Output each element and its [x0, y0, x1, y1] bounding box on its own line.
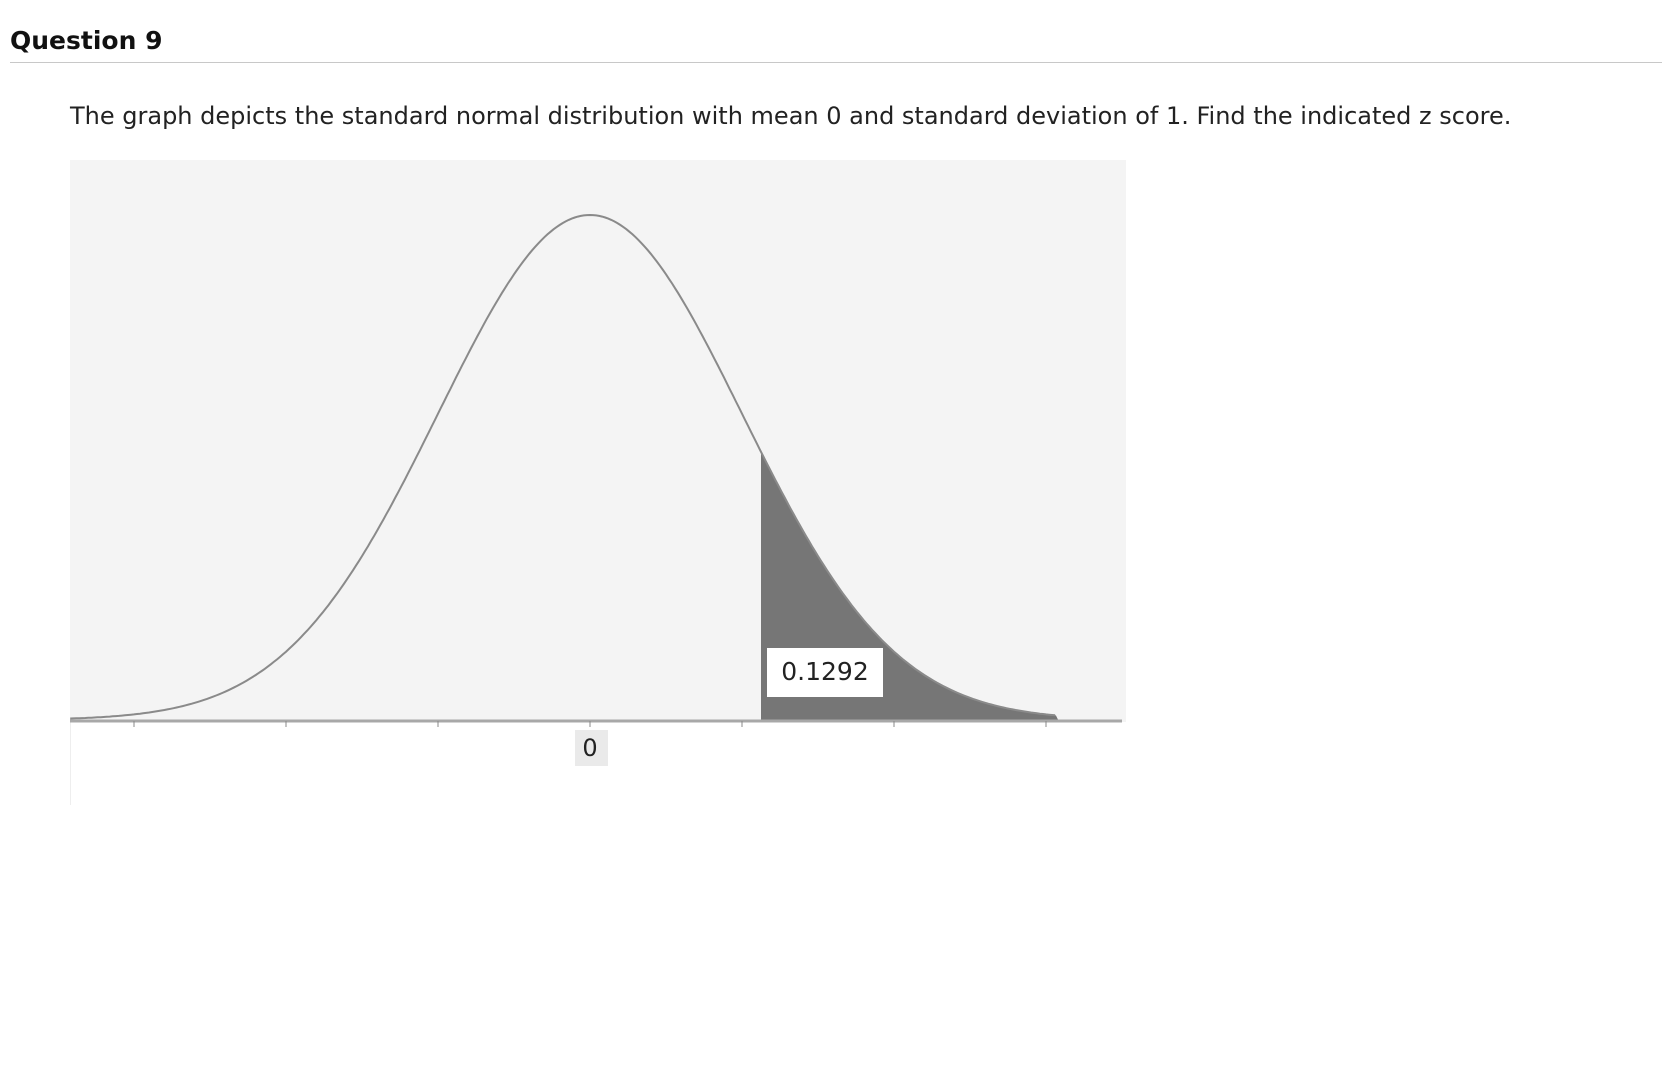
area-label-box: [767, 648, 883, 697]
label-background: [575, 730, 608, 766]
tick-marks: [133, 721, 1047, 727]
area-label: 0.1292: [781, 657, 868, 686]
divider: [10, 62, 1662, 63]
plot-background: [70, 160, 1126, 722]
question-title: Question 9: [10, 26, 163, 55]
normal-curve: [70, 213, 1056, 720]
axis-label: 0: [582, 734, 597, 762]
question-text: The graph depicts the standard normal di…: [70, 102, 1512, 130]
